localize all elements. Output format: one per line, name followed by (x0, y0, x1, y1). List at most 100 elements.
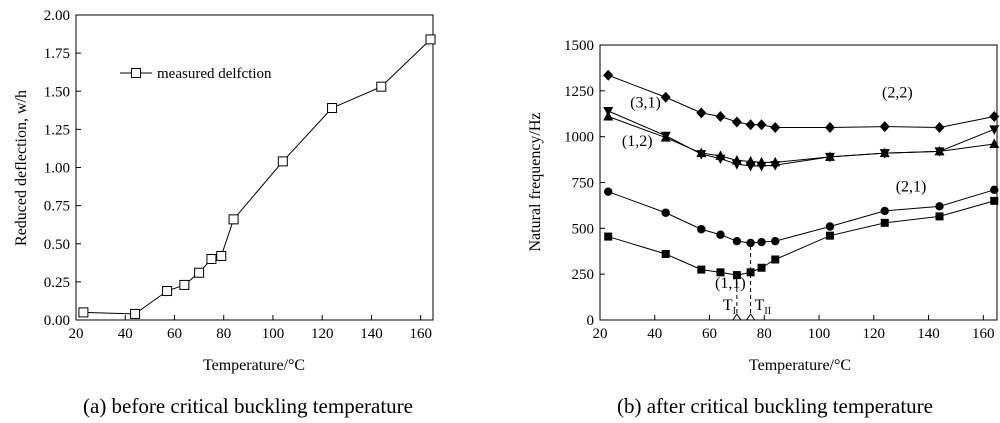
x-tick-label: 100 (808, 326, 831, 342)
x-tick-label: 60 (702, 326, 717, 342)
chart-b-plot-frame (599, 44, 998, 321)
y-tick-label: 500 (572, 221, 595, 237)
data-point (756, 119, 767, 131)
data-point (825, 231, 834, 240)
data-point (604, 232, 613, 241)
temperature-label-subscript: II (764, 306, 771, 317)
data-point (756, 162, 767, 172)
data-point (228, 214, 239, 225)
x-tick-label: 120 (863, 326, 886, 342)
data-point (732, 236, 742, 246)
data-point (206, 254, 217, 264)
data-point (880, 218, 889, 227)
y-tick-label: 1.50 (44, 84, 70, 100)
data-point (604, 187, 613, 196)
x-tick-label: 20 (593, 326, 608, 342)
data-point (935, 202, 944, 211)
data-point (824, 122, 835, 133)
data-point (194, 267, 205, 278)
data-point (935, 212, 944, 221)
temperature-label: TI (723, 297, 736, 317)
data-point (824, 152, 835, 163)
data-point (745, 119, 756, 131)
chart-a-x-axis: 20 40 60 80 100 120 140 160 (69, 315, 432, 342)
data-point (277, 156, 288, 167)
series-line (608, 200, 995, 276)
data-point (162, 286, 173, 297)
legend-label: measured delfction (157, 66, 272, 82)
data-point (989, 125, 1000, 135)
chart-b-x-axis: 20 40 60 80 100 120 140 160 (593, 315, 995, 342)
data-point (661, 208, 670, 217)
data-point (78, 307, 89, 318)
chart-a-y-axis: 0.00 0.25 0.50 0.75 1.00 1.25 1.50 1.75 2.00 (44, 8, 81, 329)
x-tick-label: 140 (917, 326, 940, 342)
x-tick-label: 40 (647, 326, 662, 342)
series-line (608, 74, 995, 129)
y-tick-label: 750 (572, 176, 595, 192)
data-point (880, 206, 889, 216)
mode-label: (2,2) (882, 84, 913, 101)
data-point (661, 250, 670, 258)
data-point (660, 91, 671, 103)
x-tick-label: 40 (118, 326, 133, 342)
y-tick-label: 1.00 (44, 161, 70, 177)
chart-a-legend: measured delfction (120, 66, 272, 82)
data-point (716, 268, 725, 277)
y-tick-label: 1.25 (44, 122, 70, 138)
chart-b-natural-frequency: 20 40 60 80 100 120 140 160 0 250 500 750 1000 1250 1… (527, 38, 1000, 418)
x-tick-label: 100 (262, 326, 285, 342)
chart-b-y-axis: 0 250 500 750 1000 1250 1500 (564, 38, 605, 329)
data-point (990, 196, 999, 205)
x-tick-label: 80 (757, 326, 772, 342)
mode-label: (1,1) (715, 275, 746, 292)
chart-b-annotations: (2,2) (3,1) (1,2) (2,1) (1,1) (622, 84, 926, 292)
chart-b-x-axis-label: Temperature/°C (749, 357, 851, 374)
y-tick-label: 1500 (564, 38, 594, 54)
series-line (608, 110, 995, 167)
data-point (989, 138, 1000, 148)
x-tick-label: 120 (311, 326, 334, 342)
data-point (879, 149, 890, 159)
data-point (990, 185, 999, 195)
chart-a-x-axis-label: Temperature/°C (203, 357, 305, 374)
x-tick-label: 160 (409, 326, 432, 342)
data-point (660, 131, 671, 142)
y-tick-label: 2.00 (44, 8, 70, 24)
chart-a-series (78, 34, 436, 319)
data-point (731, 160, 742, 170)
data-point (770, 161, 781, 171)
data-point (757, 263, 766, 272)
x-tick-label: 60 (167, 326, 182, 342)
data-point (425, 34, 436, 45)
x-tick-label: 160 (972, 326, 995, 342)
data-point (216, 250, 227, 261)
data-point (732, 271, 741, 280)
temperature-marker (745, 313, 756, 321)
data-point (715, 154, 726, 165)
data-point (746, 268, 755, 277)
x-tick-label: 140 (360, 326, 383, 342)
y-tick-label: 250 (572, 267, 595, 283)
data-point (715, 111, 726, 122)
x-tick-label: 20 (69, 326, 84, 342)
mode-label: (3,1) (630, 94, 661, 111)
series-1 (604, 185, 999, 248)
chart-a-plot-frame (75, 14, 434, 321)
series-3 (603, 107, 1000, 172)
data-point (879, 121, 890, 133)
data-point (771, 236, 780, 246)
chart-b-y-axis-label: Natural frequency/Hz (527, 112, 544, 251)
data-point (603, 69, 614, 81)
chart-b-series (603, 69, 1000, 280)
data-point (746, 238, 755, 248)
y-tick-label: 1000 (564, 130, 594, 146)
data-point (989, 111, 1000, 122)
data-point (179, 279, 190, 290)
y-tick-label: 0 (587, 313, 595, 329)
temperature-label-subscript: I (733, 306, 736, 317)
temperature-label: TII (755, 297, 771, 317)
data-point (696, 150, 707, 160)
y-tick-label: 0.00 (44, 313, 70, 329)
